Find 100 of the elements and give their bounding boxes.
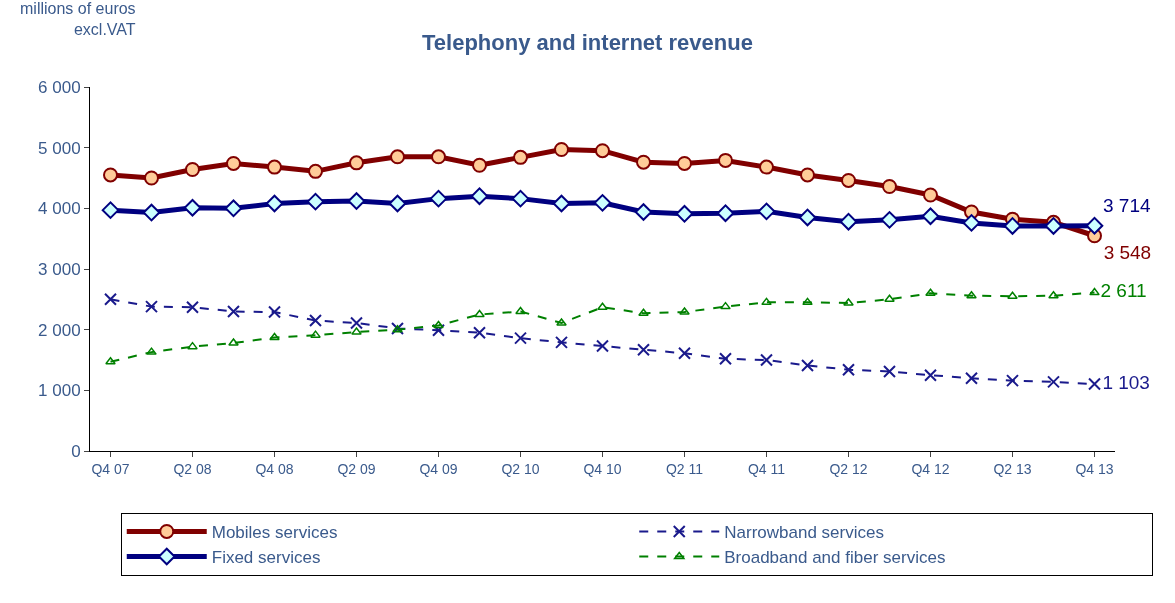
y-tick-label: 1 000	[38, 381, 81, 401]
y-axis-title: millions of euros excl.VAT	[20, 0, 136, 38]
point	[760, 353, 773, 367]
y-tick-label: 5 000	[38, 138, 81, 158]
point	[882, 178, 897, 194]
point	[474, 309, 485, 318]
point	[1048, 290, 1059, 299]
point	[1085, 216, 1104, 235]
x-tick-label: Q4 11	[747, 460, 786, 477]
point	[470, 187, 489, 205]
point	[800, 167, 815, 183]
point	[595, 143, 610, 159]
x-tick-label: Q4 09	[419, 460, 458, 477]
y-tick-label: 4 000	[38, 199, 81, 219]
point	[1044, 217, 1063, 235]
point	[597, 302, 608, 310]
x-tick-label: Q4 12	[911, 460, 950, 477]
point	[921, 207, 940, 226]
x-tick-label: Q4 07	[91, 460, 130, 477]
x-tick-label: Q2 09	[337, 460, 376, 477]
point	[1047, 375, 1060, 389]
point	[593, 194, 612, 212]
legend-label: Narrowband services	[724, 523, 884, 543]
point	[514, 331, 527, 345]
data-label: 3 714	[1103, 195, 1151, 217]
point	[1006, 374, 1019, 388]
point	[105, 357, 116, 365]
point	[839, 212, 858, 231]
point	[596, 339, 609, 353]
legend-label: Broadband and fiber services	[724, 548, 946, 568]
point	[761, 297, 772, 306]
point	[679, 307, 690, 315]
x-tick-label: Q2 08	[173, 460, 212, 477]
point	[962, 214, 981, 232]
x-tick-label: Q4 13	[1075, 460, 1114, 477]
point	[965, 371, 978, 385]
point	[718, 152, 733, 168]
point	[310, 330, 321, 338]
point	[638, 308, 649, 317]
point	[880, 211, 899, 229]
data-label: 2 611	[1100, 280, 1147, 302]
point	[552, 194, 571, 213]
point	[432, 323, 445, 337]
y-tick-label: 3 000	[38, 259, 81, 279]
y-tick-label: 0	[71, 441, 81, 461]
point	[678, 346, 691, 360]
point	[267, 159, 282, 175]
point	[636, 154, 651, 170]
point	[473, 326, 486, 340]
x-tick-label: Q2 12	[829, 460, 868, 477]
y-tick-label: 2 000	[38, 320, 81, 340]
x-tick-label: Q2 11	[665, 460, 704, 477]
point	[433, 320, 444, 329]
y-tick-label: 6 000	[38, 77, 81, 97]
point	[719, 352, 732, 366]
point	[351, 327, 362, 335]
point	[309, 314, 322, 328]
point	[802, 297, 813, 306]
point	[145, 300, 158, 314]
chart-title: Telephony and internet revenue	[422, 29, 753, 55]
point	[677, 155, 692, 171]
point	[843, 298, 854, 306]
point	[146, 347, 157, 355]
point	[554, 141, 569, 157]
point	[350, 316, 363, 330]
point	[268, 305, 281, 319]
point	[306, 192, 325, 211]
x-tick-label: Q4 08	[255, 460, 294, 477]
point	[101, 201, 120, 219]
point	[924, 368, 937, 382]
point	[883, 365, 896, 379]
point	[269, 332, 280, 341]
point	[801, 358, 814, 372]
legend-label: Mobiles services	[211, 523, 338, 543]
point	[513, 149, 528, 165]
legend-label: Fixed services	[211, 548, 321, 568]
point	[556, 318, 567, 326]
point	[347, 192, 366, 210]
point	[925, 288, 936, 297]
point	[1089, 287, 1100, 296]
point	[757, 202, 776, 221]
x-tick-label: Q2 13	[993, 460, 1032, 477]
point	[349, 155, 364, 171]
x-tick-label: Q2 10	[501, 460, 540, 477]
point	[183, 198, 202, 217]
point	[390, 149, 405, 165]
point	[144, 170, 159, 186]
point	[798, 208, 817, 227]
point	[186, 300, 199, 314]
point	[841, 172, 856, 188]
data-label: 3 548	[1103, 242, 1152, 264]
point	[1003, 217, 1022, 235]
point	[511, 189, 530, 208]
point	[515, 306, 526, 315]
point	[227, 304, 240, 318]
point	[634, 203, 653, 221]
point	[884, 294, 895, 303]
point	[923, 187, 938, 203]
point	[308, 163, 323, 179]
point	[759, 159, 774, 175]
